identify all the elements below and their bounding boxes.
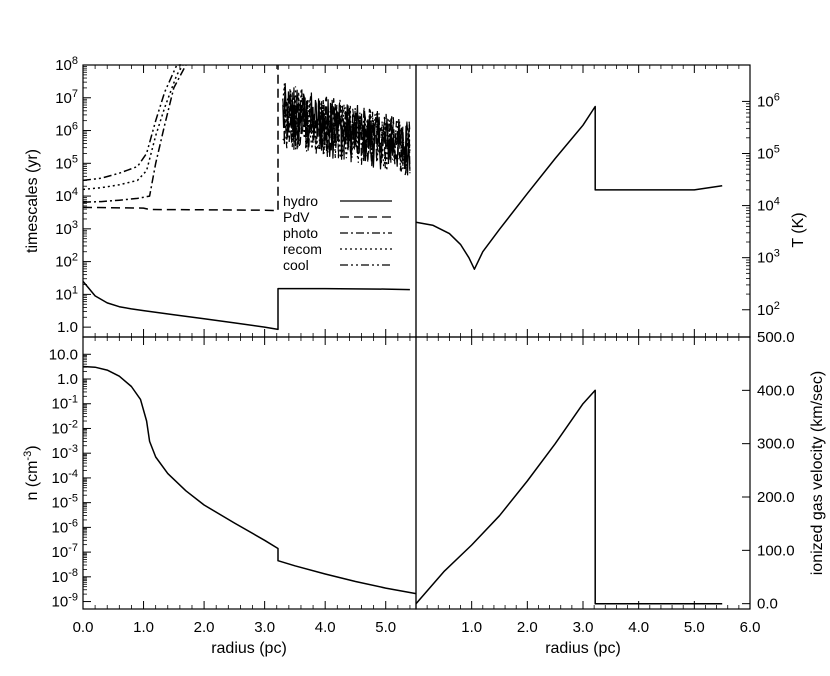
xtick-label: 5.0	[375, 619, 396, 636]
noise-series-3	[282, 86, 411, 174]
ticks-layer	[82, 64, 751, 609]
ytick-label: 10-5	[52, 493, 78, 512]
ytick-label: 10-6	[52, 517, 78, 536]
top-left-ylabel: timescales (yr)	[24, 149, 41, 253]
ytick-label: 10.0	[49, 346, 78, 363]
bottom-right-ylabel: ionized gas velocity (km/sec)	[809, 371, 826, 576]
legend-label-photo: photo	[283, 225, 318, 241]
ytick-label: 10-7	[52, 542, 78, 561]
ytick-label: 500.0	[757, 329, 795, 346]
legend-label-pdv: PdV	[283, 209, 310, 225]
ytick-label: 0.0	[757, 596, 778, 613]
series-PdV	[82, 65, 279, 212]
ytick-label: 400.0	[757, 382, 795, 399]
ytick-label: 102	[757, 300, 780, 319]
legend-label-cool: cool	[283, 257, 309, 273]
top-right-ylabel: T (K)	[790, 212, 807, 247]
xtick-label: 3.0	[254, 619, 275, 636]
series-panel3-0	[415, 389, 723, 605]
xtick-label: 1.0	[461, 619, 482, 636]
legend: hydro PdV photo recom cool	[283, 193, 392, 273]
ytick-label: 102	[55, 252, 78, 271]
ytick-label: 101	[55, 284, 78, 303]
xtick-label: 5.0	[684, 619, 705, 636]
xtick-label: 2.0	[194, 619, 215, 636]
series-panel2-0	[82, 365, 417, 595]
series-hydro	[82, 280, 410, 331]
xtick-label: 2.0	[517, 619, 538, 636]
series-layer	[82, 64, 723, 605]
ytick-label: 104	[757, 196, 780, 215]
ytick-label: 105	[757, 143, 780, 162]
ytick-label: 103	[55, 219, 78, 238]
xtick-label: 1.0	[133, 619, 154, 636]
ytick-label: 200.0	[757, 489, 795, 506]
ytick-label: 103	[757, 248, 780, 267]
xtick-label: 6.0	[740, 619, 761, 636]
xtick-label: 4.0	[315, 619, 336, 636]
ytick-label: 106	[757, 91, 780, 110]
xtick-label: 4.0	[628, 619, 649, 636]
ytick-label: 1.0	[57, 371, 78, 388]
ytick-label: 108	[55, 55, 78, 74]
series-cool	[82, 64, 182, 182]
bottom-left-xlabel: radius (pc)	[211, 640, 287, 657]
series-panel1-0	[415, 105, 723, 270]
ytick-label: 10-8	[52, 567, 78, 586]
ytick-label: 105	[55, 153, 78, 172]
ytick-label: 106	[55, 121, 78, 140]
ytick-label: 10-2	[52, 418, 78, 437]
ytick-label: 10-9	[52, 592, 78, 611]
xtick-label: 3.0	[573, 619, 594, 636]
ytick-label: 107	[55, 88, 78, 107]
series-photo	[82, 64, 187, 203]
ytick-label: 104	[55, 186, 78, 205]
xtick-label: 0.0	[73, 619, 94, 636]
ytick-label: 10-3	[52, 443, 78, 462]
ytick-label: 10-1	[52, 394, 78, 413]
ytick-label: 1.0	[57, 319, 78, 336]
bottom-right-xlabel: radius (pc)	[545, 640, 621, 657]
legend-label-recom: recom	[283, 241, 322, 257]
ytick-label: 10-4	[52, 468, 78, 487]
ytick-label: 300.0	[757, 436, 795, 453]
ytick-label: 100.0	[757, 542, 795, 559]
labels-layer: 1.0 101 102 103 104 105 106 107 108 102 103 104 105 1…	[49, 55, 795, 636]
legend-label-hydro: hydro	[283, 193, 318, 209]
noise-series-2	[282, 83, 411, 174]
